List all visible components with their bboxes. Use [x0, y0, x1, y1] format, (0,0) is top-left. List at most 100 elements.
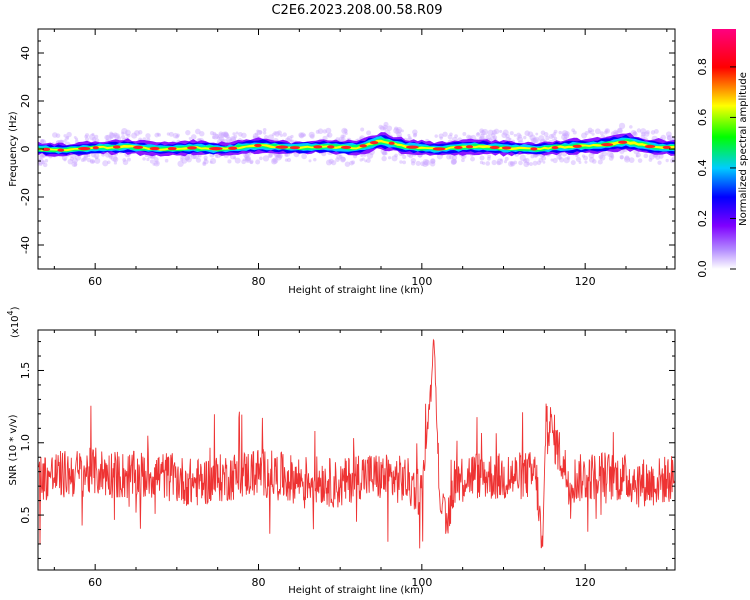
heatmap-halo-cell [538, 157, 544, 163]
heatmap-halo-cell [563, 136, 568, 141]
heatmap-halo-cell [429, 161, 436, 167]
heatmap-halo-cell [115, 134, 120, 139]
heatmap-halo-cell [543, 132, 549, 137]
heatmap-halo-cell [175, 134, 180, 139]
heatmap-halo-cell [166, 132, 171, 136]
heatmap-peak-cell [369, 141, 379, 145]
heatmap-halo-cell [153, 157, 159, 163]
heatmap-halo-cell [195, 157, 202, 163]
heatmap-halo-cell [39, 162, 43, 166]
snr-y-axis-label: SNR (10 * v/v) [8, 414, 19, 485]
heatmap-halo-cell [241, 159, 247, 165]
heatmap-halo-cell [629, 125, 633, 129]
heatmap-halo-cell [38, 158, 44, 165]
heatmap-halo-cell [271, 133, 275, 137]
heatmap-halo-cell [381, 151, 387, 156]
heatmap-halo-cell [410, 161, 416, 166]
heatmap-halo-cell [422, 158, 429, 166]
heatmap-halo-cell [244, 155, 248, 159]
colorbar-label: Normalized spectral amplitude [738, 72, 749, 226]
heatmap-halo-cell [127, 133, 131, 138]
heatmap-halo-cell [110, 155, 118, 162]
heatmap-halo-cell [449, 132, 453, 136]
heatmap-halo-cell [112, 134, 117, 138]
heatmap-halo-cell [230, 137, 236, 143]
heatmap-halo-cell [635, 154, 639, 158]
heatmap-peak-cell [618, 140, 628, 144]
heatmap-halo-cell [476, 131, 480, 136]
heatmap-peak-cell [275, 145, 289, 149]
heatmap-halo-cell [553, 131, 557, 135]
heatmap-halo-cell [645, 130, 650, 135]
heatmap-halo-cell [153, 160, 160, 167]
heatmap-halo-cell [300, 132, 306, 138]
heatmap-halo-cell [212, 133, 219, 140]
heatmap-halo-cell [516, 137, 520, 140]
heatmap-halo-cell [84, 134, 88, 139]
heatmap-halo-cell [479, 133, 485, 139]
heatmap-halo-cell [529, 134, 536, 141]
heatmap-halo-cell [530, 137, 537, 144]
heatmap-peak-cell [57, 148, 65, 152]
heatmap-halo-cell [479, 155, 485, 161]
heatmap-halo-cell [177, 160, 184, 167]
heatmap-halo-cell [63, 134, 67, 138]
y-tick-label: 20 [19, 94, 32, 108]
heatmap-halo-cell [181, 158, 188, 164]
heatmap-halo-cell [214, 134, 220, 139]
heatmap-halo-cell [66, 131, 72, 138]
heatmap-peak-cell [644, 144, 656, 149]
heatmap-halo-cell [446, 154, 452, 160]
y-tick-label: 0 [19, 146, 32, 153]
heatmap-halo-cell [109, 155, 113, 160]
heatmap-halo-cell [218, 135, 225, 142]
heatmap-halo-cell [499, 158, 503, 162]
heatmap-halo-cell [508, 160, 515, 167]
heatmap-halo-cell [394, 126, 399, 131]
heatmap-halo-cell [75, 137, 79, 141]
heatmap-halo-cell [501, 132, 508, 139]
heatmap-halo-cell [80, 158, 85, 163]
heatmap-halo-cell [496, 158, 504, 165]
snr-scale-prefix: (x10 [10, 315, 21, 338]
heatmap-halo-cell [89, 159, 95, 165]
heatmap-halo-cell [180, 157, 184, 162]
heatmap-halo-cell [605, 129, 609, 133]
heatmap-halo-cell [223, 132, 228, 137]
heatmap-halo-cell [301, 153, 307, 160]
heatmap-halo-cell [364, 159, 368, 163]
heatmap-halo-cell [572, 130, 577, 135]
heatmap-peak-cell [601, 142, 614, 147]
heatmap-halo-cell [52, 132, 58, 138]
heatmap-halo-cell [235, 131, 239, 135]
heatmap-halo-cell [86, 157, 92, 163]
heatmap-peak-cell [92, 146, 99, 150]
heatmap-peak-cell [167, 146, 177, 151]
heatmap-halo-cell [671, 136, 675, 141]
heatmap-halo-cell [42, 162, 48, 168]
heatmap-peak-cell [465, 145, 474, 149]
heatmap-halo-cell [382, 150, 388, 156]
heatmap-peak-cell [454, 145, 463, 150]
heatmap-halo-cell [338, 154, 343, 159]
heatmap-halo-cell [519, 154, 526, 162]
heatmap-halo-cell [102, 160, 109, 167]
heatmap-halo-cell [598, 154, 604, 160]
heatmap-halo-cell [382, 126, 387, 131]
heatmap-halo-cell [244, 156, 251, 162]
heatmap-halo-cell [343, 128, 348, 134]
heatmap-halo-cell [223, 132, 229, 138]
heatmap-halo-cell [383, 121, 389, 127]
heatmap-halo-cell [479, 135, 485, 141]
heatmap-halo-cell [564, 131, 570, 137]
heatmap-halo-cell [84, 136, 90, 142]
heatmap-halo-cell [558, 156, 562, 160]
heatmap-halo-cell [202, 161, 206, 165]
heatmap-peak-cell [530, 147, 538, 151]
heatmap-halo-cell [603, 130, 608, 135]
heatmap-halo-cell [245, 157, 251, 163]
heatmap-halo-cell [518, 160, 523, 166]
heatmap-halo-cell [666, 134, 673, 141]
heatmap-halo-cell [113, 132, 118, 137]
colorbar-tick-label: 0.4 [696, 159, 709, 177]
